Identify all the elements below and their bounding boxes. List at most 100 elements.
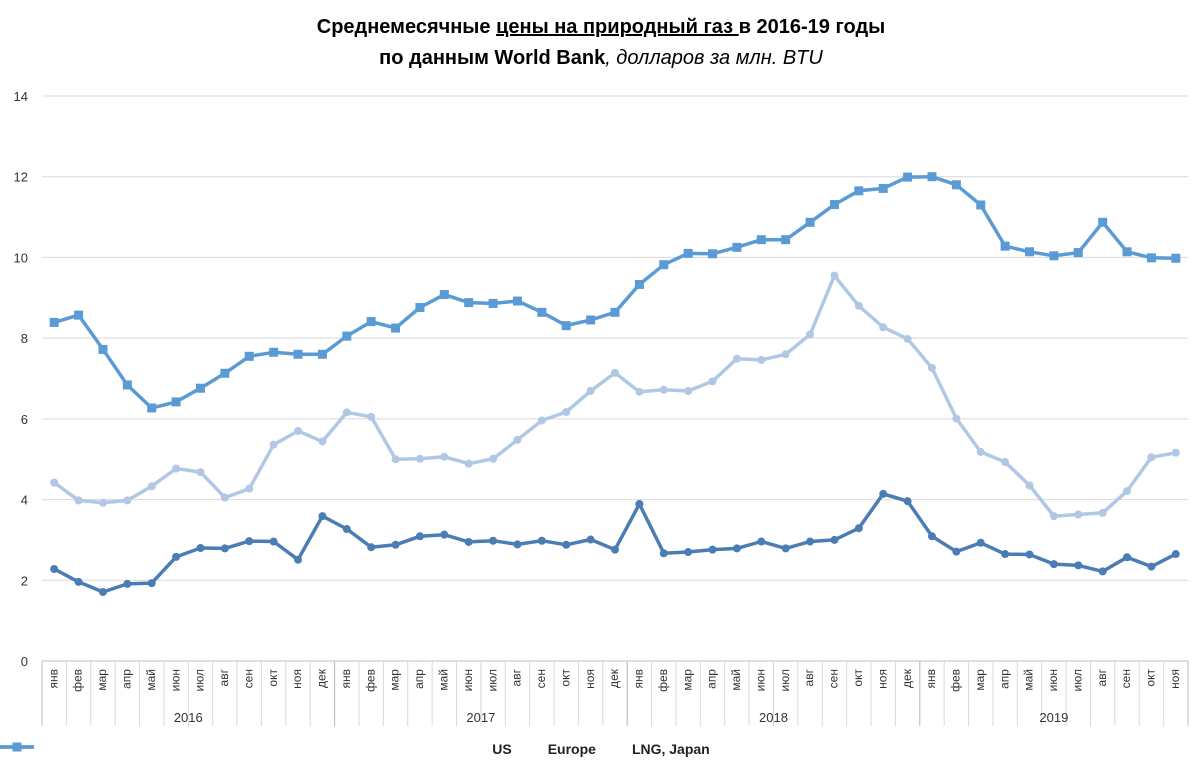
data-point	[1049, 560, 1058, 569]
data-point	[1098, 508, 1107, 517]
x-tick-label: янв	[46, 669, 60, 689]
data-point	[269, 347, 279, 357]
data-point	[74, 310, 84, 320]
data-point	[903, 497, 912, 506]
data-point	[952, 547, 961, 556]
x-tick-label: мар	[973, 669, 987, 691]
data-point	[537, 536, 546, 545]
x-tick-label: окт	[558, 669, 572, 687]
data-point	[708, 249, 718, 259]
legend-label: US	[492, 741, 512, 757]
x-tick-label: сен	[1119, 669, 1133, 688]
legend-label: Europe	[547, 741, 596, 757]
x-tick-label: июл	[1070, 669, 1084, 691]
data-point	[903, 172, 913, 182]
data-point	[1122, 247, 1132, 257]
year-label: 2018	[759, 710, 788, 725]
data-point	[195, 383, 205, 393]
x-tick-label: ноя	[290, 669, 304, 689]
x-tick-label: апр	[412, 669, 426, 689]
legend-label: LNG, Japan	[631, 741, 710, 757]
x-tick-label: ноя	[583, 669, 597, 689]
x-tick-label: сен	[827, 669, 841, 688]
data-point	[1171, 550, 1180, 559]
data-point	[586, 315, 596, 325]
year-label: 2016	[174, 710, 203, 725]
data-point	[1147, 453, 1156, 462]
data-point	[391, 323, 401, 333]
data-point	[1098, 567, 1107, 576]
data-point	[878, 183, 888, 193]
data-point	[74, 577, 83, 586]
data-point	[586, 535, 595, 544]
x-tick-label: фев	[71, 669, 85, 692]
data-point	[245, 537, 254, 546]
data-point	[172, 552, 181, 561]
data-point	[635, 387, 644, 396]
data-point	[172, 464, 181, 473]
chart-legend: US Europe LNG, Japan	[0, 741, 1202, 757]
x-tick-label: июн	[753, 669, 767, 691]
data-point	[1171, 448, 1180, 457]
data-point	[561, 321, 571, 331]
x-tick-label: окт	[851, 669, 865, 687]
data-point	[951, 180, 961, 190]
data-point	[293, 349, 303, 359]
data-point	[757, 355, 766, 364]
data-point	[415, 532, 424, 541]
x-tick-label: ноя	[1168, 669, 1182, 689]
data-point	[391, 540, 400, 549]
data-point	[367, 412, 376, 421]
data-point	[1123, 553, 1132, 562]
data-point	[294, 555, 303, 564]
title-source: по данным World Bank	[379, 47, 606, 69]
x-tick-label: июл	[485, 669, 499, 691]
data-point	[684, 548, 693, 557]
data-point	[611, 368, 619, 377]
x-tick-label: янв	[632, 669, 646, 689]
x-tick-label: июн	[1046, 669, 1060, 691]
data-point	[220, 544, 229, 553]
x-tick-label: окт	[1144, 669, 1158, 687]
x-tick-label: окт	[266, 669, 280, 687]
x-tick-label: мар	[95, 669, 109, 691]
title-unit: , долларов за млн. BTU	[605, 47, 823, 69]
data-point	[464, 459, 473, 468]
x-tick-label: май	[144, 669, 158, 691]
data-point	[830, 535, 839, 544]
data-point	[854, 524, 863, 533]
year-label: 2019	[1039, 710, 1068, 725]
data-point	[879, 489, 888, 498]
x-tick-label: июл	[193, 669, 207, 691]
data-point	[635, 500, 644, 509]
data-point	[756, 235, 766, 245]
data-point	[122, 380, 132, 390]
x-tick-label: сен	[241, 669, 255, 688]
y-tick-label: 12	[14, 170, 28, 185]
x-tick-label: май	[1022, 669, 1036, 691]
data-point	[562, 540, 571, 549]
data-point	[367, 543, 376, 552]
x-tick-label: мар	[388, 669, 402, 691]
data-point	[1049, 512, 1058, 521]
data-point	[659, 260, 669, 270]
data-point	[952, 414, 961, 423]
y-tick-label: 2	[21, 573, 28, 588]
data-point	[586, 387, 595, 396]
data-point	[854, 301, 863, 310]
data-point	[830, 271, 839, 280]
data-point	[610, 307, 620, 317]
data-point	[294, 426, 303, 435]
data-point	[440, 530, 449, 539]
data-point	[854, 186, 864, 196]
y-tick-label: 6	[21, 412, 28, 427]
data-point	[1147, 562, 1156, 571]
x-tick-label: июл	[778, 669, 792, 691]
data-point	[366, 317, 376, 327]
data-point	[98, 498, 107, 507]
data-point	[342, 408, 351, 417]
data-point	[513, 540, 522, 549]
data-point	[98, 587, 107, 596]
data-point	[806, 537, 815, 546]
